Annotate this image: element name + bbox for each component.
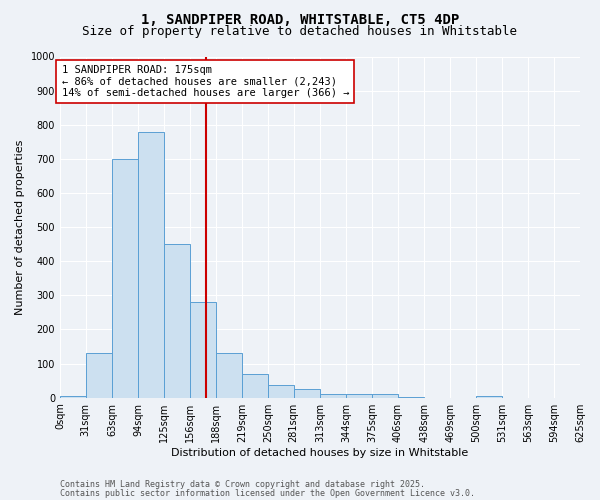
Text: Contains HM Land Registry data © Crown copyright and database right 2025.: Contains HM Land Registry data © Crown c… xyxy=(60,480,425,489)
Bar xyxy=(112,159,138,398)
Text: 1, SANDPIPER ROAD, WHITSTABLE, CT5 4DP: 1, SANDPIPER ROAD, WHITSTABLE, CT5 4DP xyxy=(141,12,459,26)
Bar xyxy=(164,244,190,398)
Bar xyxy=(60,396,86,398)
Bar xyxy=(86,354,112,398)
X-axis label: Distribution of detached houses by size in Whitstable: Distribution of detached houses by size … xyxy=(172,448,469,458)
Text: Size of property relative to detached houses in Whitstable: Size of property relative to detached ho… xyxy=(83,25,517,38)
Bar xyxy=(476,396,502,398)
Bar xyxy=(320,394,346,398)
Bar xyxy=(294,389,320,398)
Bar xyxy=(268,384,294,398)
Text: Contains public sector information licensed under the Open Government Licence v3: Contains public sector information licen… xyxy=(60,488,475,498)
Bar xyxy=(346,394,372,398)
Y-axis label: Number of detached properties: Number of detached properties xyxy=(15,140,25,315)
Bar xyxy=(190,302,215,398)
Bar xyxy=(242,374,268,398)
Bar xyxy=(398,396,424,398)
Bar xyxy=(217,354,242,398)
Bar xyxy=(372,394,398,398)
Text: 1 SANDPIPER ROAD: 175sqm
← 86% of detached houses are smaller (2,243)
14% of sem: 1 SANDPIPER ROAD: 175sqm ← 86% of detach… xyxy=(62,65,349,98)
Bar xyxy=(138,132,164,398)
